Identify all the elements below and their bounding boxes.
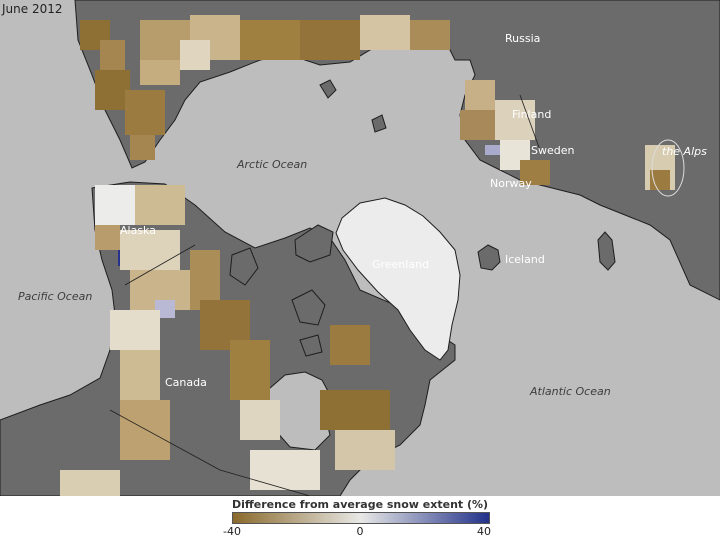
legend-tick-max: 40 [477, 525, 491, 538]
label-sweden: Sweden [531, 144, 574, 157]
land-greenland [335, 197, 461, 361]
legend-color-bar [232, 512, 490, 524]
map-title: June 2012 [1, 2, 63, 16]
label-arctic-ocean: Arctic Ocean [236, 158, 307, 171]
snow-anomaly-north-america [60, 185, 395, 496]
land-british-isles [597, 231, 616, 271]
label-the-alps: the Alps [662, 145, 707, 158]
label-finland: Finland [512, 108, 551, 121]
legend-tick-mid: 0 [356, 525, 364, 538]
snow-extent-map: June 2012 Russia Finland Sweden Norway t… [0, 0, 720, 496]
boundary-lines [109, 94, 541, 496]
alps-outline [651, 139, 685, 197]
label-iceland: Iceland [505, 253, 545, 266]
label-atlantic-ocean: Atlantic Ocean [529, 385, 611, 398]
land-iceland [477, 244, 501, 271]
legend-title: Difference from average snow extent (%) [231, 498, 489, 511]
label-norway: Norway [490, 177, 532, 190]
label-russia: Russia [505, 32, 540, 45]
label-greenland: Greenland [372, 258, 429, 271]
snow-anomaly-europe [460, 80, 675, 190]
label-canada: Canada [165, 376, 207, 389]
arctic-islands [229, 79, 387, 357]
label-alaska: Alaska [120, 224, 156, 237]
legend: Difference from average snow extent (%) … [0, 496, 720, 540]
snow-anomaly-asia [80, 15, 450, 160]
label-pacific-ocean: Pacific Ocean [18, 290, 92, 303]
legend-tick-min: -40 [223, 525, 241, 538]
